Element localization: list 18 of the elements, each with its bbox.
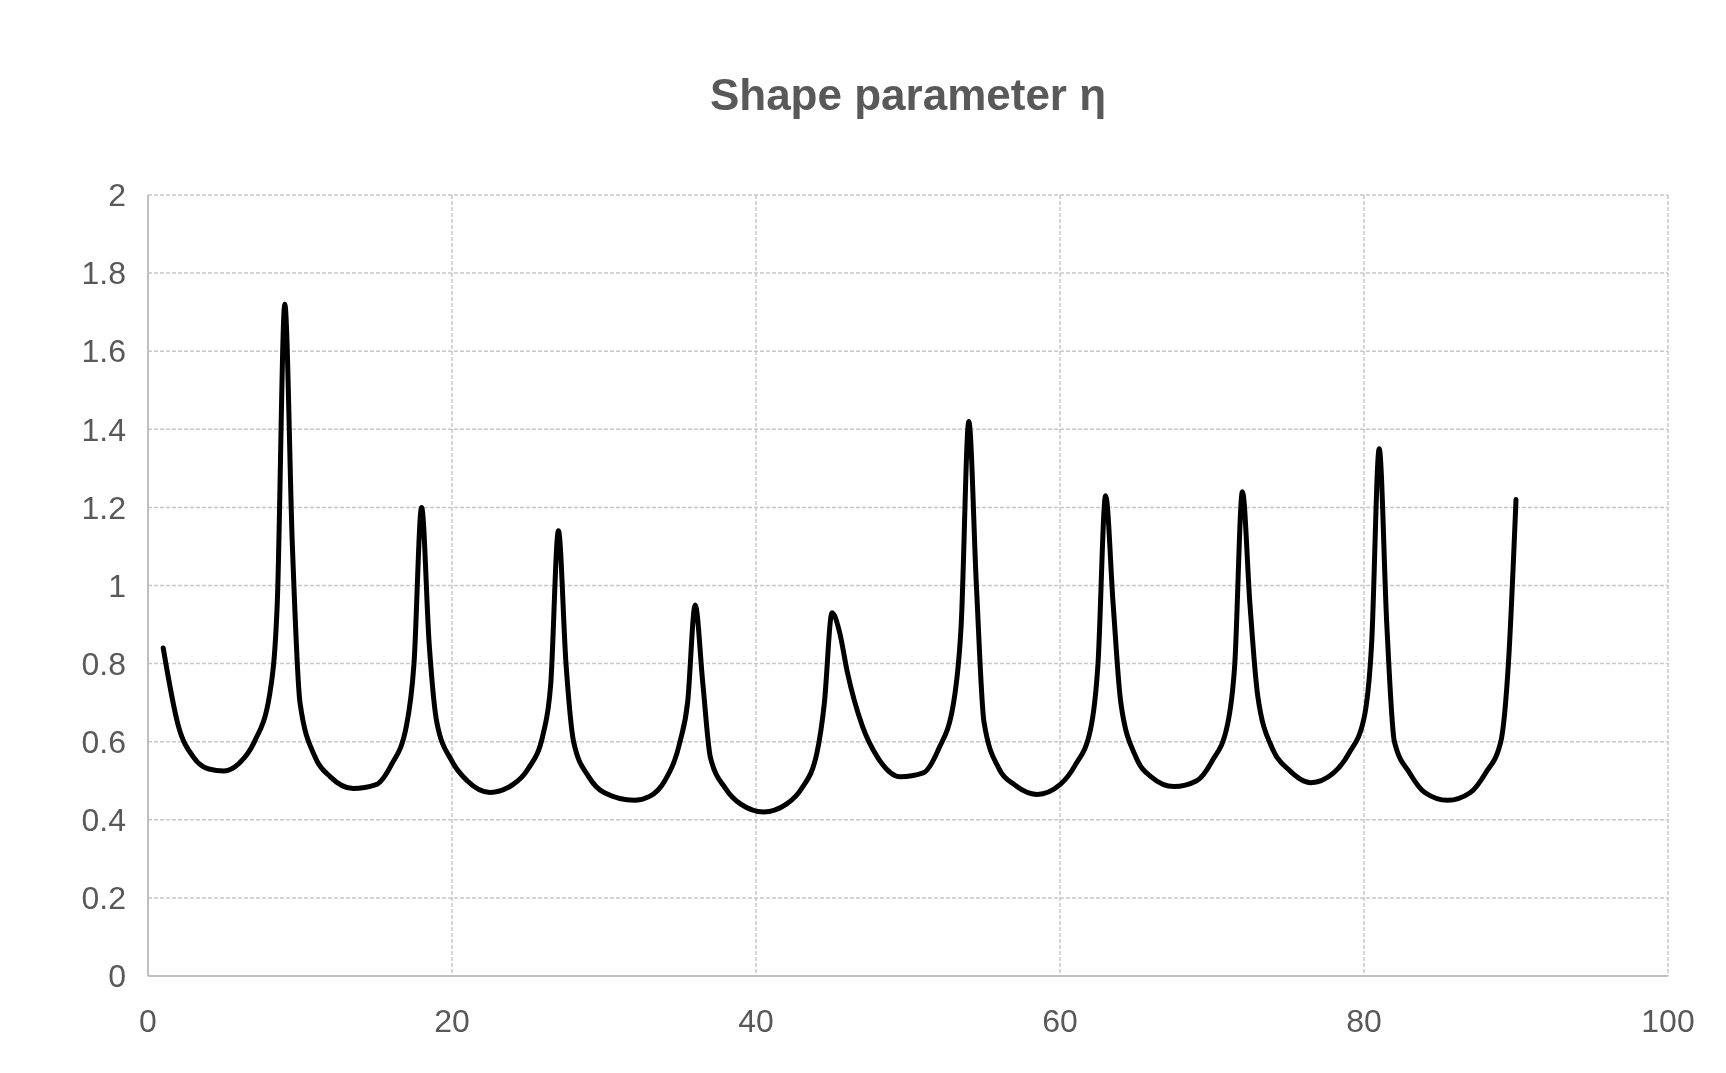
x-tick-label: 40 [738,1003,774,1039]
y-tick-label: 0 [108,958,126,995]
x-tick-label: 100 [1641,1003,1695,1039]
y-tick-label: 1.8 [81,255,126,292]
chart-title: Shape parameter η [709,70,1107,119]
x-tick-label: 80 [1346,1003,1382,1039]
x-tick-label: 20 [434,1003,470,1039]
y-tick-label: 0.6 [81,723,126,760]
y-tick-label: 1.2 [81,489,126,526]
x-tick-label: 60 [1042,1003,1078,1039]
x-tick-label: 0 [139,1003,157,1039]
y-tick-label: 1.4 [81,411,126,448]
y-tick-label: 1.6 [81,333,126,370]
y-tick-label: 1 [108,567,126,604]
y-tick-label: 0.4 [81,802,126,838]
y-tick-label: 0.2 [81,880,126,917]
y-tick-label: 0.8 [81,645,126,682]
y-tick-label: 2 [108,177,126,214]
